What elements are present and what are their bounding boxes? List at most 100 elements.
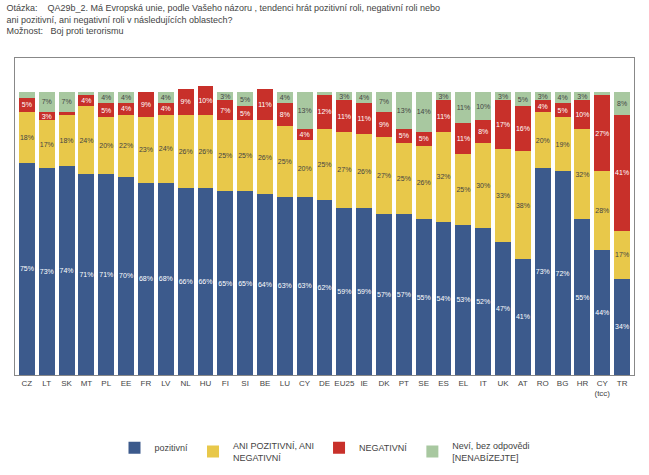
svg-text:65%: 65%: [238, 280, 252, 287]
svg-text:66%: 66%: [179, 278, 193, 285]
svg-text:18%: 18%: [20, 134, 34, 141]
svg-text:73%: 73%: [40, 268, 54, 275]
svg-text:26%: 26%: [417, 179, 431, 186]
svg-text:LU: LU: [280, 379, 290, 388]
svg-text:30%: 30%: [476, 182, 490, 189]
svg-text:53%: 53%: [456, 296, 470, 303]
svg-text:7%: 7%: [379, 98, 389, 105]
svg-text:66%: 66%: [198, 278, 212, 285]
svg-text:IE: IE: [360, 379, 368, 388]
svg-text:47%: 47%: [496, 305, 510, 312]
svg-text:SE: SE: [418, 379, 429, 388]
svg-text:4%: 4%: [558, 94, 568, 101]
svg-text:DK: DK: [378, 379, 390, 388]
svg-text:DE: DE: [319, 379, 330, 388]
svg-text:57%: 57%: [397, 291, 411, 298]
svg-text:59%: 59%: [337, 288, 351, 295]
svg-text:EE: EE: [121, 379, 132, 388]
svg-text:FI: FI: [222, 379, 229, 388]
svg-text:9%: 9%: [379, 121, 389, 128]
svg-text:19%: 19%: [556, 141, 570, 148]
svg-text:Otázka: QA29b_2. Má Evropsk: Otázka: QA29b_2. Má Evropská unie, podle…: [6, 3, 440, 36]
svg-text:3%: 3%: [577, 93, 587, 100]
svg-text:24%: 24%: [79, 137, 93, 144]
svg-text:4%: 4%: [81, 97, 91, 104]
svg-text:20%: 20%: [298, 165, 312, 172]
svg-text:HU: HU: [200, 379, 212, 388]
svg-text:25%: 25%: [456, 186, 470, 193]
svg-text:10%: 10%: [575, 111, 589, 118]
svg-text:17%: 17%: [496, 121, 510, 128]
svg-text:IT: IT: [480, 379, 487, 388]
svg-text:BE: BE: [260, 379, 271, 388]
svg-text:32%: 32%: [437, 173, 451, 180]
svg-text:44%: 44%: [595, 309, 609, 316]
svg-text:5%: 5%: [399, 132, 409, 139]
svg-text:5%: 5%: [101, 107, 111, 114]
svg-text:24%: 24%: [159, 145, 173, 152]
svg-text:CY(tcc): CY(tcc): [594, 379, 610, 398]
svg-text:68%: 68%: [139, 275, 153, 282]
svg-text:NEGATIVNÍ: NEGATIVNÍ: [359, 443, 407, 453]
svg-text:41%: 41%: [516, 313, 530, 320]
svg-text:3%: 3%: [438, 93, 448, 100]
svg-text:5%: 5%: [419, 135, 429, 142]
svg-text:5%: 5%: [558, 107, 568, 114]
svg-text:72%: 72%: [556, 270, 570, 277]
svg-text:16%: 16%: [516, 125, 530, 132]
svg-text:CZ: CZ: [22, 379, 33, 388]
svg-text:9%: 9%: [181, 98, 191, 105]
svg-text:32%: 32%: [575, 171, 589, 178]
svg-text:CY: CY: [299, 379, 311, 388]
svg-text:RO: RO: [537, 379, 549, 388]
svg-text:12%: 12%: [317, 108, 331, 115]
svg-text:17%: 17%: [615, 251, 629, 258]
svg-text:HR: HR: [577, 379, 589, 388]
svg-text:75%: 75%: [20, 265, 34, 272]
svg-text:EL: EL: [458, 379, 468, 388]
svg-text:25%: 25%: [238, 152, 252, 159]
svg-text:LV: LV: [161, 379, 171, 388]
svg-text:11%: 11%: [258, 101, 272, 108]
svg-text:34%: 34%: [615, 323, 629, 330]
svg-text:55%: 55%: [417, 294, 431, 301]
svg-text:MT: MT: [81, 379, 93, 388]
svg-text:3%: 3%: [498, 93, 508, 100]
svg-text:27%: 27%: [337, 166, 351, 173]
svg-text:38%: 38%: [516, 202, 530, 209]
svg-text:17%: 17%: [40, 141, 54, 148]
svg-text:26%: 26%: [357, 168, 371, 175]
svg-text:11%: 11%: [357, 115, 371, 122]
svg-text:7%: 7%: [220, 107, 230, 114]
svg-text:10%: 10%: [476, 103, 490, 110]
svg-text:57%: 57%: [377, 291, 391, 298]
svg-text:3%: 3%: [339, 93, 349, 100]
svg-text:3%: 3%: [220, 93, 230, 100]
svg-text:AT: AT: [518, 379, 528, 388]
svg-text:7%: 7%: [42, 98, 52, 105]
svg-text:4%: 4%: [161, 105, 171, 112]
svg-text:70%: 70%: [119, 272, 133, 279]
svg-text:4%: 4%: [161, 94, 171, 101]
svg-text:68%: 68%: [159, 275, 173, 282]
svg-text:3%: 3%: [538, 93, 548, 100]
svg-text:63%: 63%: [278, 282, 292, 289]
svg-text:71%: 71%: [99, 271, 113, 278]
svg-text:25%: 25%: [317, 161, 331, 168]
svg-text:20%: 20%: [536, 137, 550, 144]
svg-text:14%: 14%: [417, 108, 431, 115]
svg-text:FR: FR: [141, 379, 152, 388]
svg-text:62%: 62%: [317, 284, 331, 291]
svg-text:55%: 55%: [575, 294, 589, 301]
svg-text:20%: 20%: [99, 142, 113, 149]
svg-text:25%: 25%: [397, 175, 411, 182]
svg-text:64%: 64%: [258, 281, 272, 288]
svg-text:4%: 4%: [101, 94, 111, 101]
svg-text:PT: PT: [399, 379, 409, 388]
svg-text:PL: PL: [101, 379, 111, 388]
svg-text:74%: 74%: [60, 267, 74, 274]
svg-text:22%: 22%: [119, 142, 133, 149]
svg-text:52%: 52%: [476, 298, 490, 305]
svg-text:TR: TR: [617, 379, 628, 388]
svg-text:4%: 4%: [280, 94, 290, 101]
